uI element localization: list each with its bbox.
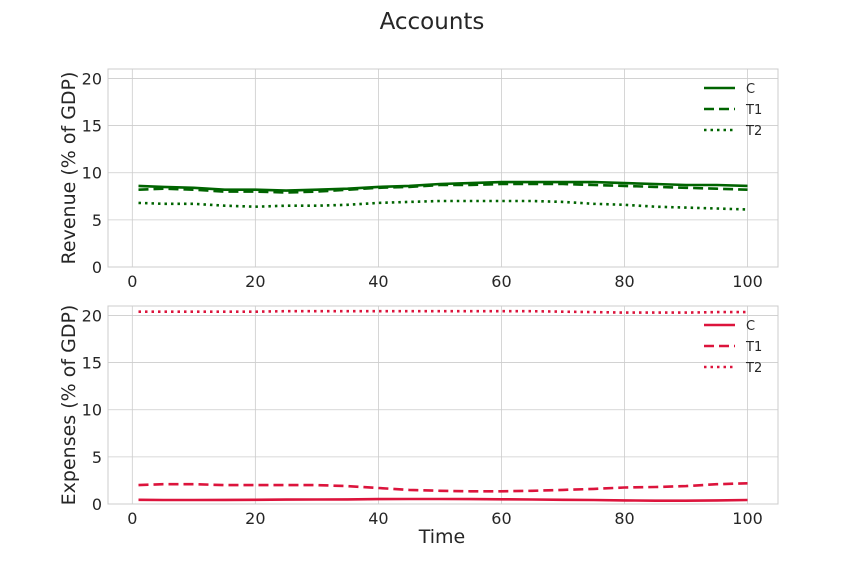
expenses-x-tick-label: 60 [491, 509, 511, 528]
expenses-y-tick-label: 0 [92, 495, 102, 514]
revenue-legend-label: C [746, 82, 755, 97]
revenue-series-t2-line [138, 199, 748, 211]
revenue-x-tick-label: 100 [732, 272, 763, 291]
expenses-series-t2-line [138, 309, 748, 314]
expenses-series-t1-line [138, 482, 748, 493]
expenses-x-tick-label: 100 [732, 509, 763, 528]
revenue-axes-frame [107, 68, 779, 268]
revenue-legend-label: T1 [745, 103, 762, 118]
expenses-series-c-line [138, 497, 748, 502]
expenses-x-tick-label: 40 [368, 509, 388, 528]
revenue-y-tick-label: 20 [82, 69, 102, 88]
expenses-legend-label: T2 [745, 361, 762, 376]
expenses-legend-label: C [746, 319, 755, 334]
revenue-y-axis-label: Revenue (% of GDP) [58, 72, 80, 265]
expenses-y-axis-label: Expenses (% of GDP) [58, 305, 80, 506]
revenue-x-tick-label: 40 [368, 272, 388, 291]
revenue-y-tick-label: 0 [92, 258, 102, 277]
x-axis-label: Time [418, 526, 466, 548]
expenses-panel: 0 5 10 15 20 0 20 40 60 80 100 Expenses (% of GDP) C… [58, 305, 779, 528]
revenue-series-t1-line [138, 182, 748, 194]
expenses-x-tick-label: 20 [245, 509, 265, 528]
expenses-y-tick-label: 20 [82, 306, 102, 325]
expenses-y-tick-label: 5 [92, 448, 102, 467]
expenses-x-tick-label: 0 [127, 509, 137, 528]
revenue-x-tick-label: 60 [491, 272, 511, 291]
expenses-y-tick-label: 15 [82, 354, 102, 373]
expenses-legend-label: T1 [745, 340, 762, 355]
expenses-axes-frame [107, 305, 779, 505]
revenue-x-tick-label: 80 [614, 272, 634, 291]
revenue-legend-label: T2 [745, 124, 762, 139]
expenses-x-tick-label: 80 [614, 509, 634, 528]
revenue-x-tick-label: 0 [127, 272, 137, 291]
revenue-y-tick-label: 15 [82, 117, 102, 136]
expenses-y-tick-label: 10 [82, 401, 102, 420]
revenue-x-tick-label: 20 [245, 272, 265, 291]
revenue-y-tick-label: 10 [82, 164, 102, 183]
chart-title: Accounts [380, 9, 485, 35]
revenue-y-tick-label: 5 [92, 211, 102, 230]
